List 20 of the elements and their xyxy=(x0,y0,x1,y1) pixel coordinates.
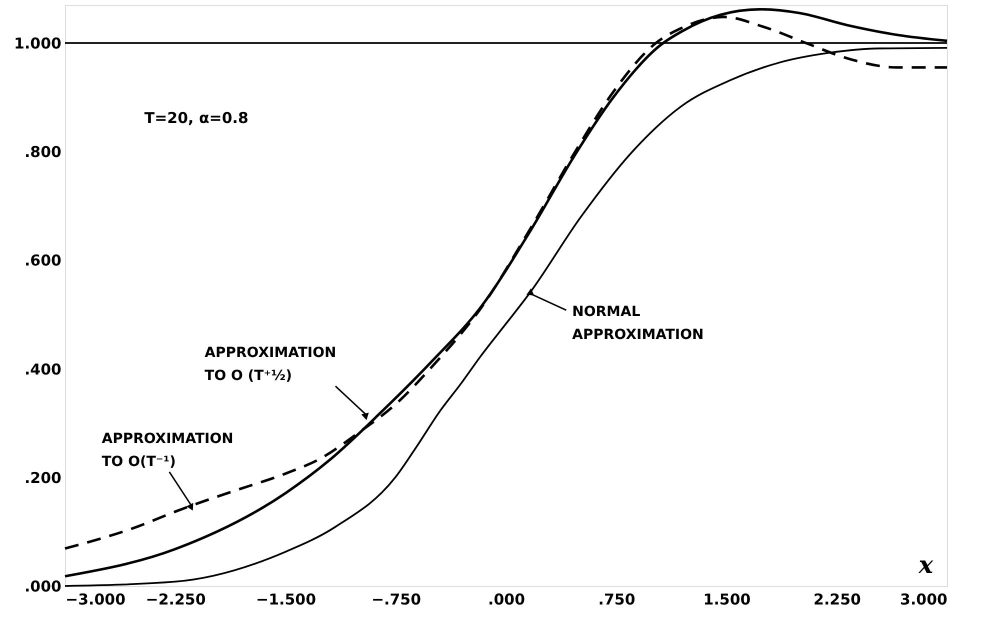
y-tick-label: .600 xyxy=(24,252,62,270)
y-tick-label: 1.000 xyxy=(14,34,62,53)
y-tick-label: .400 xyxy=(24,360,62,378)
x-tick-label: −1.500 xyxy=(256,590,316,608)
annotation: APPROXIMATION TO O(T⁻¹) xyxy=(102,430,234,470)
x-tick-label: −.750 xyxy=(371,590,422,608)
annotation: T=20, α=0.8 xyxy=(144,108,248,127)
x-tick-label: 3.000 xyxy=(900,590,948,608)
annotation: APPROXIMATION TO O (T⁺½) xyxy=(204,345,336,384)
x-tick-label: −2.250 xyxy=(146,590,206,608)
y-tick-label: .800 xyxy=(24,143,62,162)
y-tick-label: .200 xyxy=(24,468,62,487)
x-tick-label: 2.250 xyxy=(814,590,861,608)
x-tick-label: .000 xyxy=(488,590,526,608)
x-tick-label: .750 xyxy=(598,590,636,608)
x-axis-title: x xyxy=(918,550,934,579)
annotation: NORMAL APPROXIMATION xyxy=(572,304,704,343)
x-tick-label: 1.500 xyxy=(703,590,751,608)
x-tick-label: −3.000 xyxy=(66,590,126,608)
y-tick-label: .000 xyxy=(24,578,62,596)
